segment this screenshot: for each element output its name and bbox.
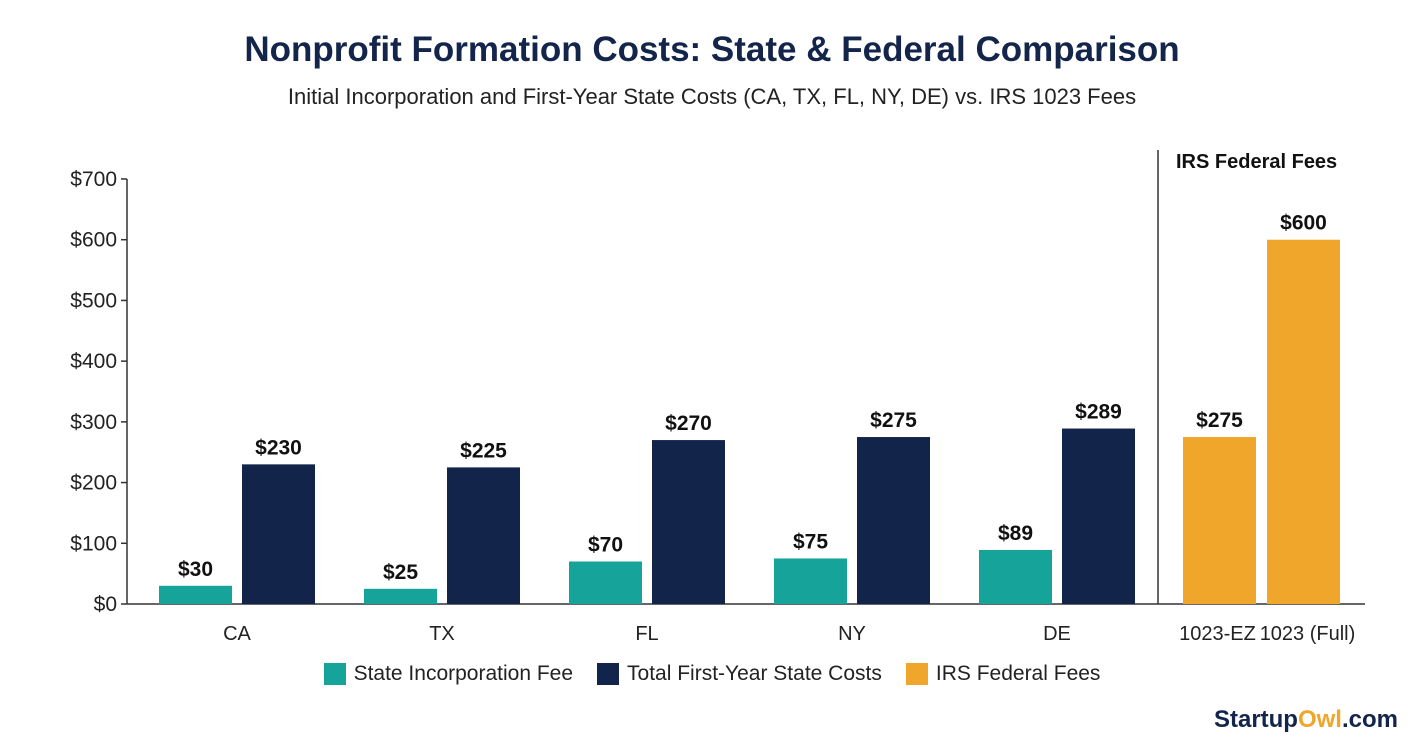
y-tick-label: $200 xyxy=(70,472,117,495)
legend-label: State Incorporation Fee xyxy=(353,662,574,685)
bar-ny-total xyxy=(857,437,930,604)
legend-label: Total First-Year State Costs xyxy=(627,662,882,685)
x-tick-label: DE xyxy=(1043,623,1071,645)
data-label: $289 xyxy=(1075,401,1122,424)
legend-item-total-state: Total First-Year State Costs xyxy=(597,662,882,686)
y-tick-label: $300 xyxy=(70,411,117,434)
data-label: $270 xyxy=(665,412,712,435)
brand-part-accent: Owl xyxy=(1297,706,1342,733)
bar-ca-incorporation xyxy=(159,585,232,604)
chart-subtitle: Initial Incorporation and First-Year Sta… xyxy=(287,84,1137,109)
legend-label: IRS Federal Fees xyxy=(935,662,1101,685)
brand-part: Startup xyxy=(1213,706,1298,733)
bar-tx-total xyxy=(447,467,520,604)
legend-item-irs: IRS Federal Fees xyxy=(905,662,1101,686)
data-label: $30 xyxy=(178,558,213,581)
bar-fl-total xyxy=(652,440,725,604)
bar-federal-1 xyxy=(1267,239,1340,604)
bar-fl-incorporation xyxy=(569,561,642,604)
x-tick-label: NY xyxy=(838,623,866,645)
data-label: $70 xyxy=(588,534,623,557)
x-tick-label: FL xyxy=(635,623,658,645)
brand-part: .com xyxy=(1341,706,1398,733)
brand-logo: StartupOwl.com xyxy=(1214,706,1398,734)
data-label: $25 xyxy=(383,561,418,584)
bar-ca-total xyxy=(242,464,315,604)
federal-section-label: IRS Federal Fees xyxy=(1176,151,1337,173)
y-tick-label: $600 xyxy=(70,229,117,252)
bar-ny-incorporation xyxy=(774,558,847,604)
data-label: $230 xyxy=(255,436,302,459)
data-label: $89 xyxy=(998,522,1033,545)
legend: State Incorporation Fee Total First-Year… xyxy=(0,662,1424,686)
x-tick-label: TX xyxy=(429,623,455,645)
y-tick-label: $500 xyxy=(70,289,117,312)
bar-tx-incorporation xyxy=(364,588,437,604)
bar-federal-0 xyxy=(1183,437,1256,604)
bar-de-incorporation xyxy=(979,549,1052,604)
bar-de-total xyxy=(1062,428,1135,604)
legend-swatch-navy xyxy=(597,663,620,685)
data-label: $600 xyxy=(1280,212,1327,235)
y-tick-label: $100 xyxy=(70,532,117,555)
x-tick-label: 1023 (Full) xyxy=(1260,623,1356,645)
y-tick-label: $700 xyxy=(70,168,117,191)
x-tick-label: CA xyxy=(223,623,251,645)
legend-item-state-fee: State Incorporation Fee xyxy=(323,662,574,686)
legend-swatch-orange xyxy=(905,663,928,685)
x-tick-label: 1023-EZ xyxy=(1179,623,1256,645)
data-label: $75 xyxy=(793,530,828,553)
data-label: $275 xyxy=(1196,409,1243,432)
chart-title: Nonprofit Formation Costs: State & Feder… xyxy=(244,30,1180,69)
legend-swatch-teal xyxy=(323,663,346,685)
data-label: $275 xyxy=(870,409,917,432)
data-label: $225 xyxy=(460,439,507,462)
y-tick-label: $0 xyxy=(94,593,117,616)
y-tick-label: $400 xyxy=(70,350,117,373)
